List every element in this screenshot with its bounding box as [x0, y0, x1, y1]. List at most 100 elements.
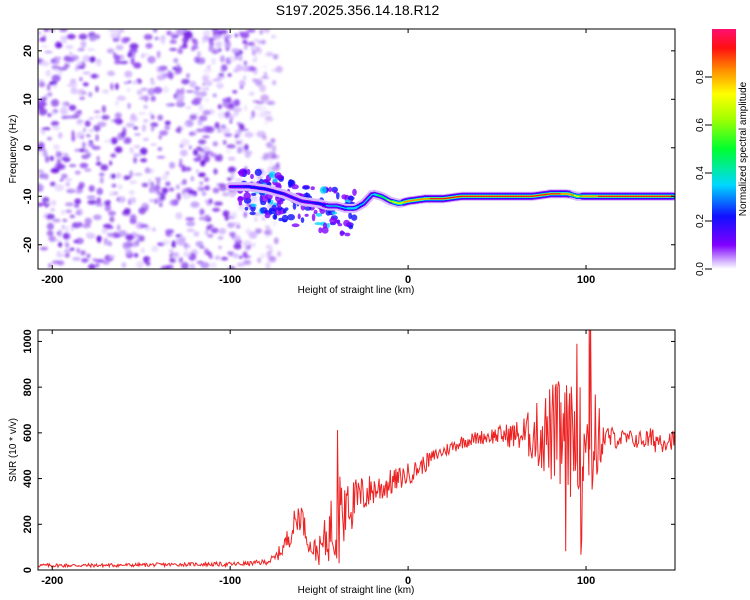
noise-blob: [188, 145, 192, 150]
noise-blob: [218, 228, 227, 235]
noise-blob: [261, 171, 269, 176]
noise-blob: [88, 140, 94, 144]
scatter-blob: [311, 213, 316, 222]
scatter-blob: [352, 188, 357, 196]
noise-blob: [57, 229, 63, 238]
noise-blob: [169, 39, 177, 44]
noise-blob: [238, 205, 245, 211]
noise-blob: [271, 154, 280, 159]
noise-blob: [164, 120, 171, 125]
noise-blob: [64, 202, 74, 207]
noise-blob: [120, 54, 125, 61]
scatter-blob: [287, 214, 295, 221]
noise-blob: [171, 240, 177, 248]
noise-blob: [202, 135, 210, 139]
noise-blob: [186, 228, 195, 232]
noise-blob: [140, 87, 148, 91]
noise-blob: [138, 207, 146, 215]
noise-blob: [133, 153, 142, 157]
noise-blob: [169, 199, 177, 206]
noise-blob: [270, 138, 276, 142]
noise-blob: [65, 209, 72, 214]
noise-blob: [248, 91, 255, 97]
noise-blob: [38, 81, 46, 88]
noise-blob: [162, 187, 169, 193]
noise-blob: [216, 82, 224, 89]
noise-blob: [186, 221, 196, 227]
noise-blob: [200, 160, 206, 167]
noise-blob: [58, 132, 63, 139]
noise-blob: [56, 252, 65, 258]
noise-blob: [159, 193, 166, 201]
noise-blob: [53, 56, 62, 60]
noise-blob: [273, 237, 279, 245]
noise-blob: [79, 77, 83, 82]
noise-blob: [243, 75, 247, 81]
noise-blob: [97, 121, 107, 128]
noise-blob: [232, 112, 240, 117]
noise-blob: [85, 232, 94, 237]
noise-blob: [111, 183, 117, 188]
noise-blob: [156, 74, 165, 81]
noise-blob: [214, 255, 221, 260]
noise-blob: [141, 124, 147, 132]
noise-blob: [129, 43, 139, 50]
noise-blob: [255, 130, 262, 138]
noise-blob: [208, 198, 213, 205]
noise-blob: [204, 229, 209, 236]
noise-blob: [208, 40, 215, 48]
noise-blob: [52, 68, 61, 72]
noise-blob: [73, 239, 79, 244]
noise-blob: [133, 62, 142, 69]
noise-blob: [260, 252, 266, 260]
noise-blob: [238, 255, 243, 259]
noise-blob: [212, 78, 222, 82]
noise-blob: [267, 100, 276, 106]
colorbar-tick-label: 0.4: [695, 166, 706, 180]
noise-blob: [204, 214, 210, 220]
noise-blob: [66, 33, 76, 40]
noise-blob: [204, 98, 210, 102]
noise-blob: [194, 56, 201, 64]
noise-blob: [95, 202, 104, 207]
noise-blob: [189, 114, 198, 120]
noise-blob: [253, 55, 258, 60]
noise-blob: [145, 261, 151, 266]
noise-blob: [92, 73, 96, 79]
noise-blob: [65, 178, 73, 182]
noise-blob: [182, 29, 187, 33]
scatter-blob: [263, 179, 270, 184]
noise-blob: [180, 138, 190, 146]
noise-blob: [244, 128, 249, 132]
noise-blob: [108, 29, 118, 33]
noise-blob: [231, 222, 241, 226]
noise-blob: [128, 48, 138, 54]
scatter-blob: [272, 178, 278, 183]
noise-blob: [201, 38, 206, 45]
noise-blob: [117, 224, 121, 231]
spec-ytick-label: 0: [22, 145, 34, 151]
scatter-blob: [260, 200, 267, 206]
noise-blob: [189, 263, 196, 269]
noise-blob: [110, 33, 118, 39]
noise-blob: [258, 105, 267, 112]
noise-blob: [257, 175, 263, 180]
noise-blob: [115, 234, 122, 238]
scatter-blob: [334, 219, 340, 224]
noise-blob: [106, 48, 115, 54]
noise-blob: [187, 244, 191, 249]
noise-blob: [160, 265, 170, 269]
noise-blob: [220, 256, 229, 261]
noise-blob: [181, 188, 186, 196]
noise-blob: [259, 84, 267, 93]
noise-blob: [213, 201, 223, 206]
snr-xlabel: Height of straight line (km): [298, 585, 415, 596]
noise-blob: [114, 112, 122, 119]
noise-blob: [82, 141, 86, 149]
noise-blob: [119, 60, 129, 65]
noise-blob: [198, 103, 204, 112]
scatter-blob: [319, 186, 327, 194]
noise-blob: [261, 39, 266, 45]
noise-blob: [133, 156, 138, 164]
